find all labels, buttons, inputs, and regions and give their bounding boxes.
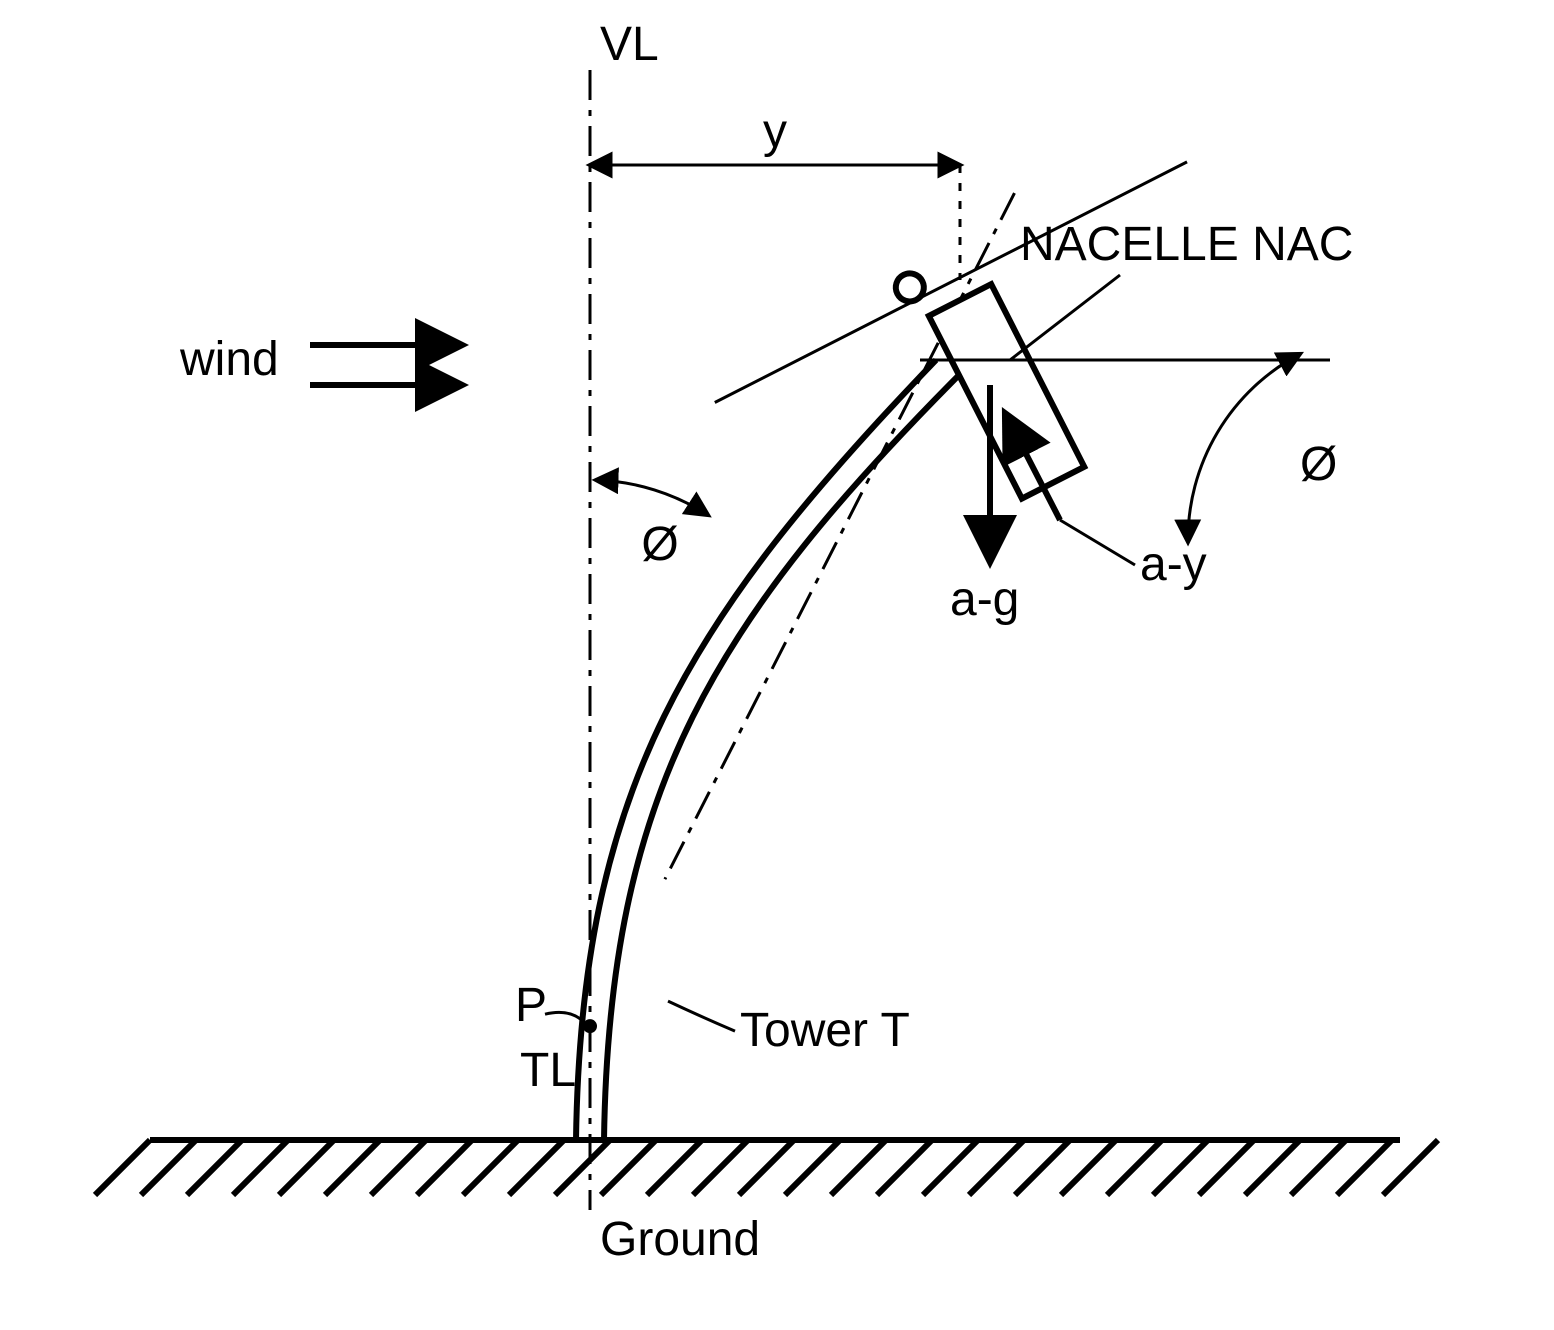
phi-left-arc xyxy=(596,480,708,515)
nacelle-group xyxy=(702,137,1289,603)
VL-label: VL xyxy=(600,18,659,71)
phi-right-label: Ø xyxy=(1300,438,1337,491)
a-y-leader xyxy=(1060,520,1135,565)
phi-left-label: Ø xyxy=(641,518,678,571)
rotor-plane-line xyxy=(715,162,1187,403)
wind-label: wind xyxy=(179,333,279,386)
nacelle-leader-line xyxy=(1010,275,1120,360)
P-label: P xyxy=(515,979,547,1032)
tower-label: Tower T xyxy=(740,1004,910,1057)
rotor-hub xyxy=(891,269,929,307)
phi-right-arc xyxy=(1188,354,1300,542)
point-P xyxy=(583,1019,597,1033)
a-g-label: a-g xyxy=(950,573,1019,626)
P-leader xyxy=(545,1012,584,1022)
nacelle-label: NACELLE NAC xyxy=(1020,218,1353,271)
nacelle-body xyxy=(929,284,1084,498)
tower-leader xyxy=(668,1001,735,1031)
ground-hatch xyxy=(95,1140,1438,1195)
dim-y-label: y xyxy=(763,105,787,158)
ground-label: Ground xyxy=(600,1213,760,1266)
a-y-label: a-y xyxy=(1140,538,1207,591)
TL-label: TL xyxy=(520,1044,576,1097)
